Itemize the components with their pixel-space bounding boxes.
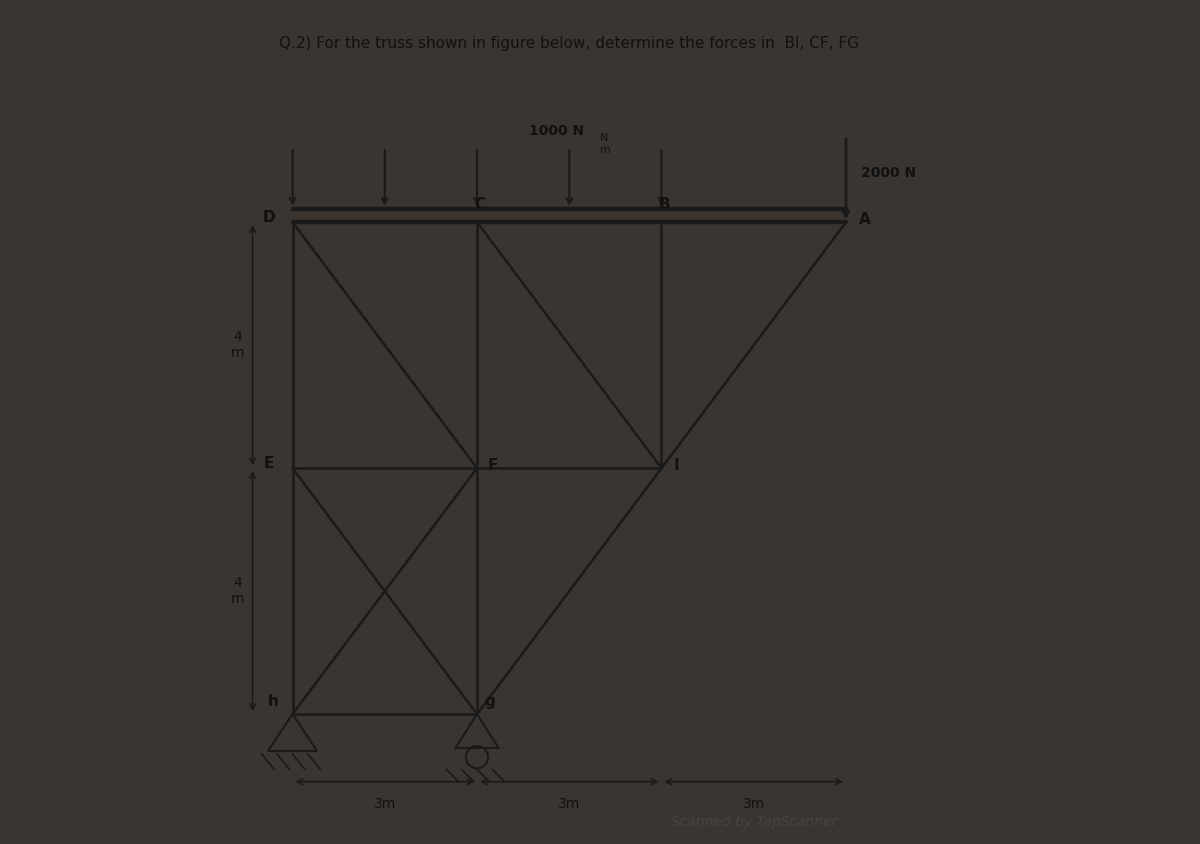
Text: I: I [674,457,679,473]
Text: B: B [659,197,671,213]
Text: 3m: 3m [743,797,764,811]
Text: D: D [263,210,276,225]
Text: N
m: N m [600,133,611,154]
Text: Q.2) For the truss shown in figure below, determine the forces in  BI, CF, FG: Q.2) For the truss shown in figure below… [280,36,859,51]
Text: 3m: 3m [373,797,396,811]
Text: Scanned by TapScanner: Scanned by TapScanner [671,814,836,829]
Text: g: g [484,695,494,709]
Text: E: E [264,456,275,471]
Text: F: F [487,457,498,473]
Text: A: A [858,212,870,226]
Text: C: C [474,197,486,213]
Text: 1000 N: 1000 N [529,124,584,138]
Text: h: h [268,695,278,709]
Text: 4
m: 4 m [230,330,244,360]
Text: 4
m: 4 m [230,576,244,606]
Text: 3m: 3m [558,797,581,811]
Text: 2000 N: 2000 N [862,166,917,180]
